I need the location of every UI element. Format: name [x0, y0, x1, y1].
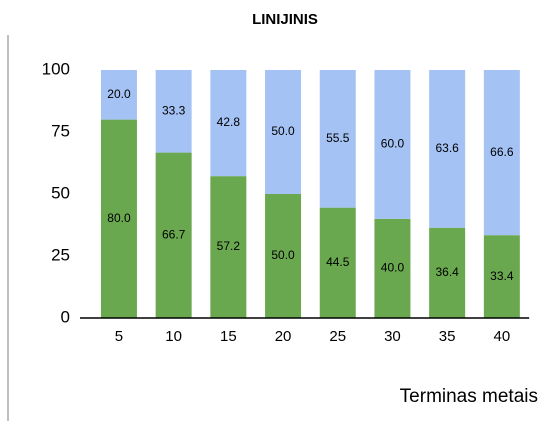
value-label: 33.3 [162, 103, 186, 117]
x-tick-label: 25 [329, 328, 346, 345]
bar-segment [374, 218, 411, 318]
bar-segment [100, 119, 137, 318]
value-label: 42.8 [217, 115, 241, 129]
value-label: 66.7 [162, 227, 186, 241]
value-label: 40.0 [381, 261, 405, 275]
x-tick-label: 5 [115, 328, 123, 345]
value-label: 44.5 [326, 255, 350, 269]
bar-segment [210, 176, 247, 318]
y-tick-label: 100 [42, 59, 70, 78]
bar-segment [265, 194, 302, 318]
bar-segment [429, 227, 466, 318]
x-tick-label: 15 [220, 328, 237, 345]
x-tick-label: 35 [439, 328, 456, 345]
bar-segment [155, 70, 192, 153]
value-label: 55.5 [326, 131, 350, 145]
value-label: 20.0 [107, 87, 131, 101]
value-label: 50.0 [271, 124, 295, 138]
y-tick-label: 75 [51, 121, 70, 140]
value-label: 36.4 [435, 265, 459, 279]
x-tick-label: 30 [384, 328, 401, 345]
value-label: 66.6 [490, 145, 514, 159]
bar-segment [483, 235, 520, 318]
value-label: 60.0 [381, 137, 405, 151]
y-tick-label: 50 [51, 183, 70, 202]
chart-title: LINIJINIS [252, 11, 318, 28]
x-tick-label: 10 [165, 328, 182, 345]
x-tick-label: 20 [275, 328, 292, 345]
value-label: 57.2 [217, 239, 241, 253]
value-label: 63.6 [435, 141, 459, 155]
x-tick-label: 40 [494, 328, 511, 345]
bar-segment [100, 70, 137, 120]
value-label: 33.4 [490, 269, 514, 283]
bar-segment [429, 70, 466, 228]
value-label: 80.0 [107, 211, 131, 225]
y-tick-label: 0 [61, 307, 70, 326]
x-axis-label: Terminas metais [400, 386, 538, 407]
value-label: 50.0 [271, 248, 295, 262]
bar-segment [483, 70, 520, 236]
bar-segment [155, 152, 192, 318]
bar-segment [374, 70, 411, 219]
y-tick-label: 25 [51, 245, 70, 264]
bar-segment [265, 70, 302, 194]
bar-segment [319, 70, 356, 208]
bar-segment [319, 207, 356, 318]
bar-segment [210, 70, 247, 177]
